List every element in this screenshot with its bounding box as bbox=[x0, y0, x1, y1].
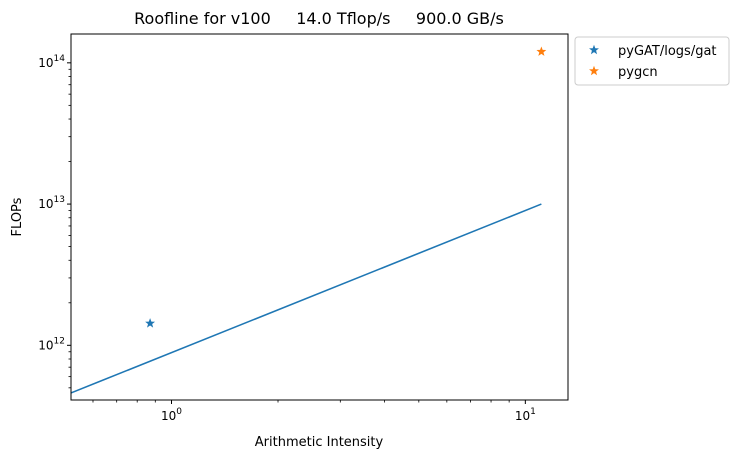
plot-frame bbox=[70, 33, 569, 401]
x-axis-label: Arithmetic Intensity bbox=[255, 435, 384, 450]
x-tick-label: 101 bbox=[515, 407, 536, 423]
x-axis: 100 101 bbox=[92, 400, 536, 423]
y-axis-label: FLOPs bbox=[10, 197, 25, 236]
legend-label: pygcn bbox=[618, 65, 658, 80]
y-axis: 1012 1013 1014 bbox=[38, 54, 71, 389]
legend-label: pyGAT/logs/gat bbox=[618, 44, 717, 59]
data-point-star-0-0 bbox=[145, 318, 156, 328]
legend-marker-star bbox=[589, 65, 599, 76]
y-tick-label: 1012 bbox=[38, 336, 65, 352]
x-tick-label: 100 bbox=[161, 407, 182, 423]
data-point-star-1-0 bbox=[536, 46, 547, 56]
plot-area bbox=[71, 46, 547, 394]
roofline-line bbox=[71, 203, 542, 394]
chart-title: Roofline for v100 14.0 Tflop/s 900.0 GB/… bbox=[134, 9, 504, 28]
y-tick-label: 1014 bbox=[38, 54, 65, 70]
legend-marker-star bbox=[589, 44, 599, 55]
chart-legend: pyGAT/logs/gat pygcn bbox=[574, 36, 730, 86]
y-tick-label: 1013 bbox=[38, 195, 65, 211]
legend-frame bbox=[574, 36, 730, 86]
